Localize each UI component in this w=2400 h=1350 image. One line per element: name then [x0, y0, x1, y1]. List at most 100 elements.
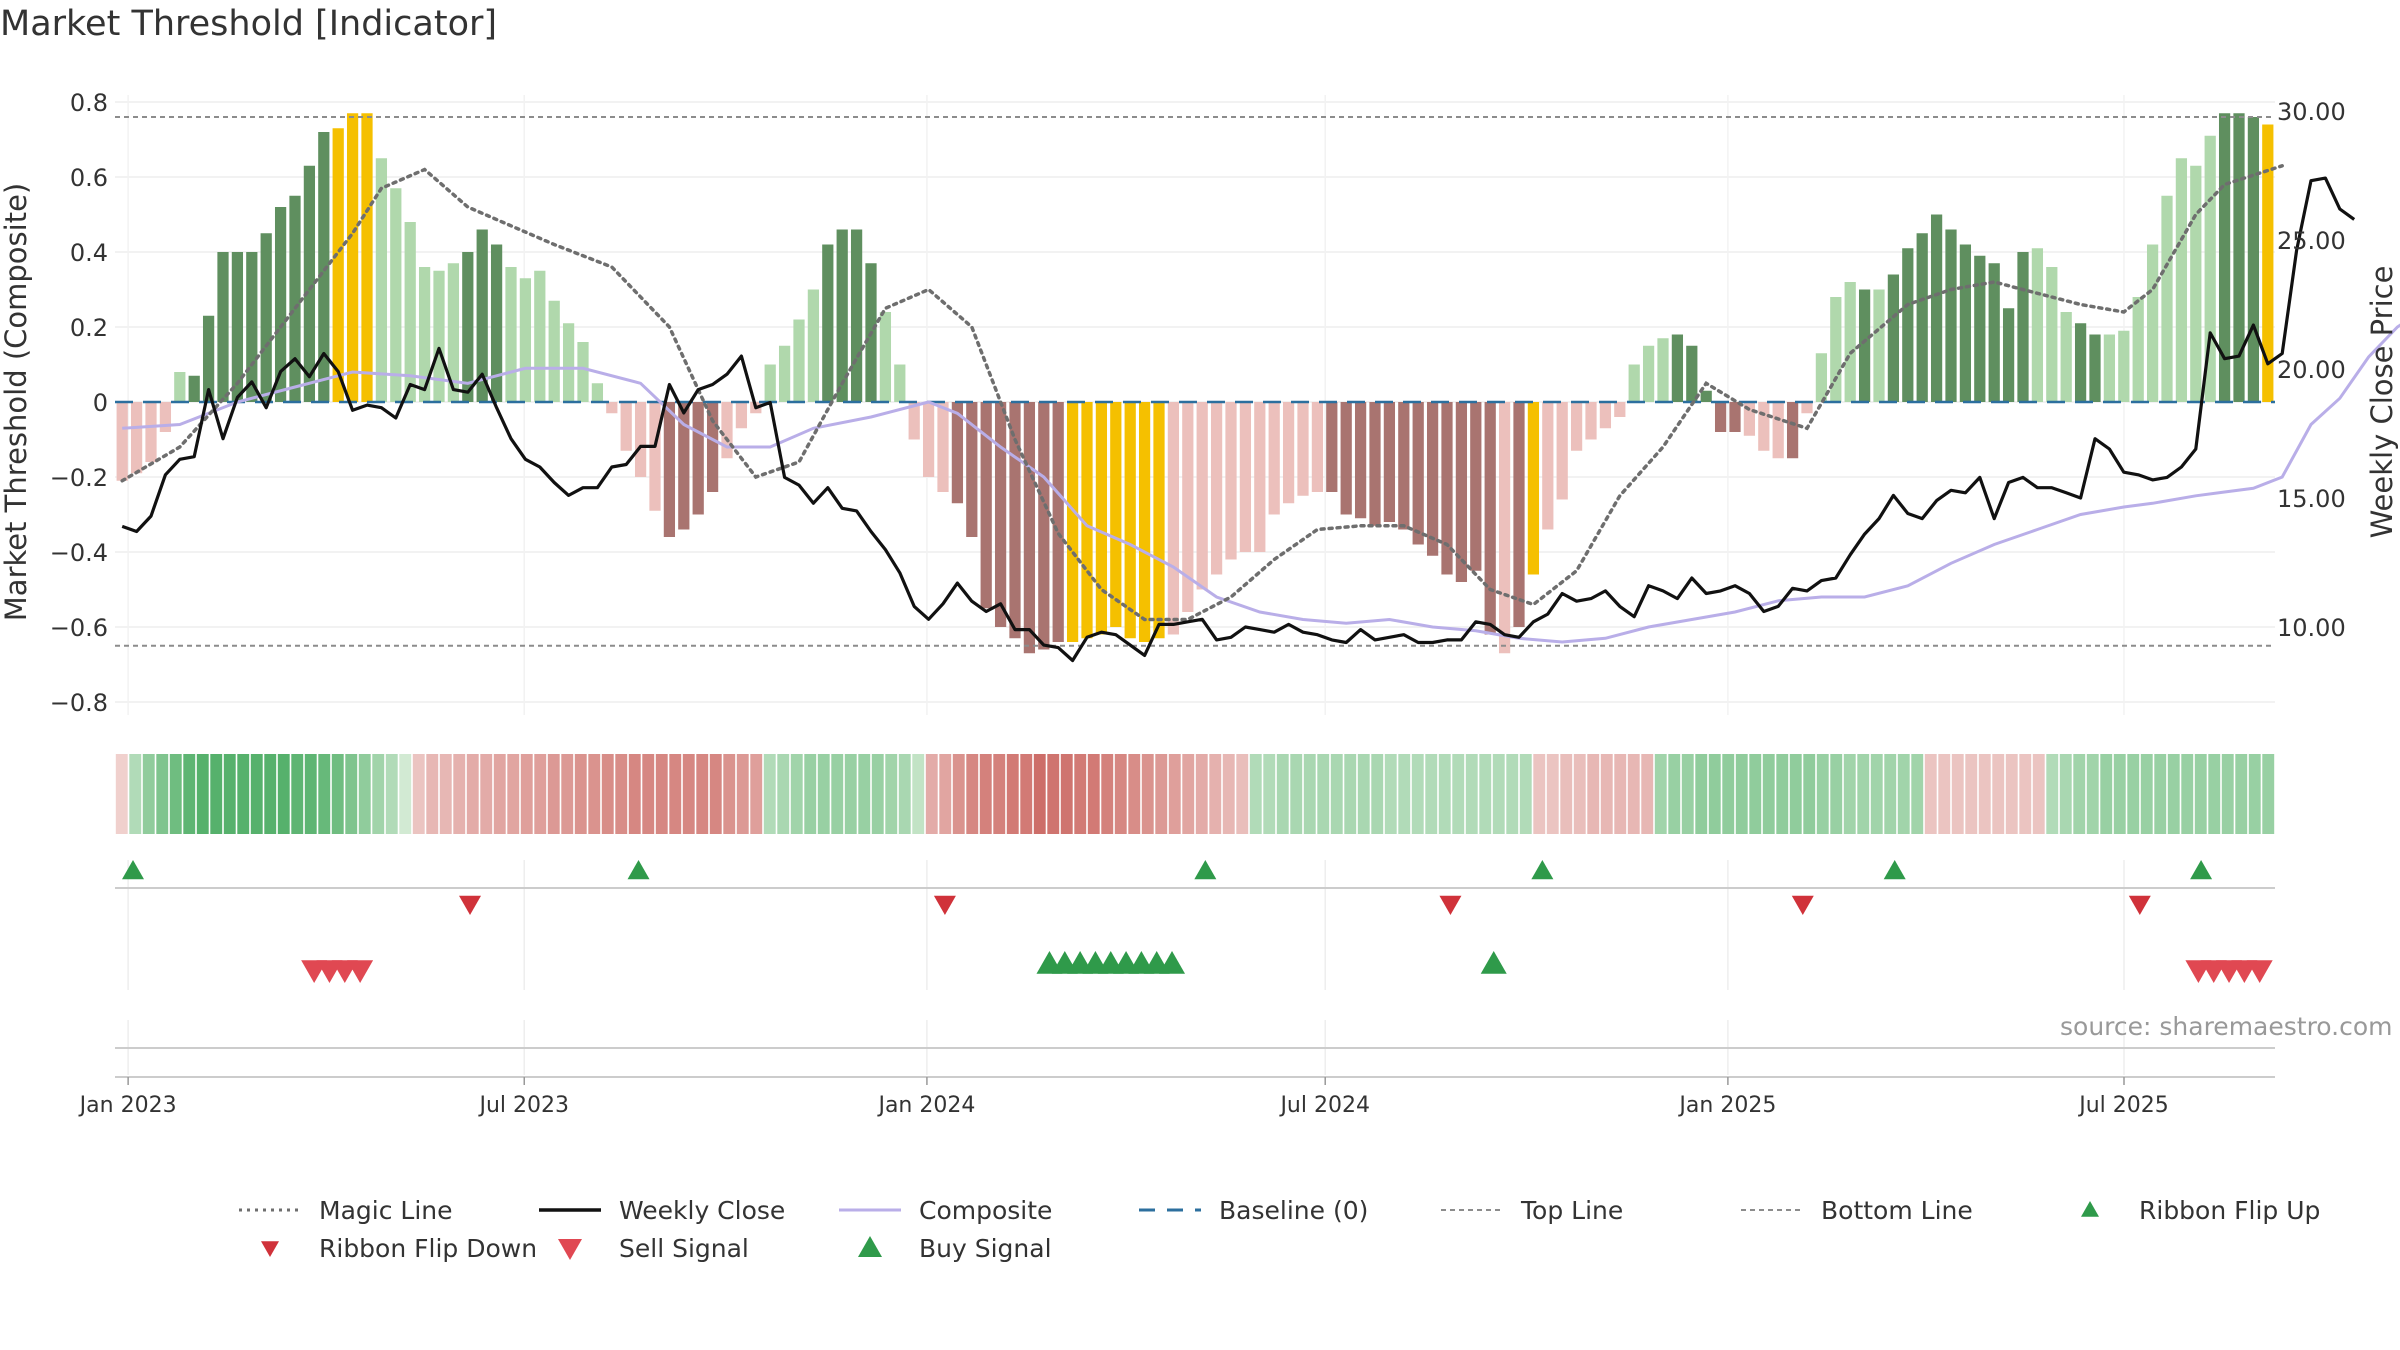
- ribbon-cell: [1870, 754, 1883, 834]
- ribbon-cell: [1843, 754, 1856, 834]
- legend-marker: [558, 1239, 582, 1260]
- ribbon-cell: [871, 754, 884, 834]
- ribbon-cell: [2073, 754, 2086, 834]
- ribbon-cell: [1290, 754, 1303, 834]
- ribbon-cell: [1789, 754, 1802, 834]
- composite-bar: [1239, 402, 1252, 552]
- y-tick-label-left: −0.4: [50, 539, 108, 567]
- legend: Magic Line Weekly Close Composite Baseline …: [0, 1190, 2400, 1300]
- legend-item[interactable]: Ribbon Flip Down: [235, 1228, 537, 1268]
- composite-bar: [1988, 263, 2000, 402]
- ribbon-cell: [345, 754, 358, 834]
- composite-bar: [260, 233, 272, 402]
- ribbon-cell: [426, 754, 439, 834]
- composite-bar: [836, 229, 848, 402]
- ribbon-cell: [129, 754, 142, 834]
- composite-bar: [1570, 402, 1583, 451]
- ribbon-cell: [1776, 754, 1789, 834]
- sell-signal-marker: [347, 960, 374, 983]
- ribbon-cell: [1236, 754, 1249, 834]
- ribbon-cell: [1695, 754, 1708, 834]
- ribbon-flip-down-marker: [2128, 895, 2151, 915]
- ribbon-cell: [952, 754, 965, 834]
- legend-item[interactable]: Baseline (0): [1135, 1190, 1368, 1230]
- composite-bar: [1095, 402, 1108, 635]
- ribbon-cell: [2235, 754, 2248, 834]
- ribbon-flip-up-marker: [1531, 860, 1554, 880]
- composite-bar: [1254, 402, 1266, 552]
- composite-bar: [174, 372, 186, 402]
- ribbon-cell: [1371, 754, 1384, 834]
- composite-bar: [159, 402, 172, 432]
- composite-bar: [1398, 402, 1410, 530]
- ribbon-cell: [210, 754, 223, 834]
- legend-item[interactable]: Buy Signal: [835, 1228, 1052, 1268]
- legend-symbol: [2081, 1201, 2099, 1217]
- ribbon-cell: [2208, 754, 2221, 834]
- composite-bar: [1628, 364, 1640, 402]
- composite-bar: [346, 113, 359, 402]
- legend-item[interactable]: Bottom Line: [1737, 1190, 1973, 1230]
- y-tick-label-left: 0.6: [70, 164, 108, 192]
- composite-bar: [879, 312, 892, 402]
- composite-bar: [1297, 402, 1309, 496]
- ribbon-cell: [1303, 754, 1316, 834]
- legend-marker: [2081, 1201, 2099, 1217]
- composite-bars: [116, 113, 2274, 654]
- legend-item[interactable]: Composite: [835, 1190, 1052, 1230]
- ribbon-cell: [1438, 754, 1451, 834]
- legend-item[interactable]: Sell Signal: [535, 1228, 749, 1268]
- ribbon-cell: [331, 754, 344, 834]
- composite-bar: [418, 267, 431, 402]
- composite-bar: [591, 383, 604, 402]
- composite-bar: [1513, 402, 1525, 627]
- composite-bar: [318, 132, 330, 402]
- composite-bar: [1124, 402, 1136, 639]
- legend-item[interactable]: Magic Line: [235, 1190, 453, 1230]
- composite-bar: [1772, 402, 1784, 459]
- legend-item[interactable]: Ribbon Flip Up: [2055, 1190, 2320, 1230]
- composite-bar: [678, 402, 690, 530]
- ribbon-cell: [1222, 754, 1235, 834]
- ribbon-cell: [1533, 754, 1546, 834]
- composite-bar: [1830, 297, 1842, 402]
- ribbon-cell: [655, 754, 668, 834]
- legend-item[interactable]: Top Line: [1437, 1190, 1623, 1230]
- composite-bar: [1455, 402, 1468, 582]
- ribbon-cell: [1627, 754, 1640, 834]
- ribbon-cell: [1749, 754, 1762, 834]
- ribbon-cell: [1951, 754, 1964, 834]
- ribbon-cell: [1762, 754, 1775, 834]
- composite-bar: [1527, 402, 1540, 575]
- ribbon-cell: [682, 754, 695, 834]
- ribbon-cell: [1168, 754, 1181, 834]
- legend-symbol: [858, 1236, 882, 1257]
- ribbon-cell: [2005, 754, 2018, 834]
- composite-bar: [1743, 402, 1756, 436]
- composite-bar: [721, 402, 733, 459]
- composite-bar: [2089, 334, 2101, 402]
- ribbon-cell: [1600, 754, 1613, 834]
- x-tick-label: Jan 2023: [78, 1093, 177, 1118]
- composite-bar: [217, 252, 229, 402]
- composite-bar: [606, 402, 618, 414]
- ribbon-flip-down-marker: [933, 895, 956, 915]
- weekly-close-line: [121, 176, 2356, 663]
- composite-bar: [1470, 402, 1482, 571]
- legend-symbol: [1139, 1208, 1201, 1212]
- ribbon-cell: [561, 754, 574, 834]
- composite-bar: [2017, 252, 2029, 402]
- ribbon-cell: [912, 754, 925, 834]
- composite-bar: [951, 402, 964, 504]
- axes-layer: 0.8 0.6 0.4 0.2 0 −0.2 −0.4 −0.6 −0.8 30.00 25.00 2…: [0, 89, 2399, 717]
- ribbon-cell: [1344, 754, 1357, 834]
- y-tick-label-right: 25.00: [2277, 227, 2346, 255]
- magic-line: [120, 164, 2284, 622]
- ribbon-cell: [1479, 754, 1492, 834]
- composite-bar: [2175, 158, 2188, 402]
- legend-item[interactable]: Weekly Close: [535, 1190, 785, 1230]
- ribbon-cell: [574, 754, 587, 834]
- composite-bar: [2031, 248, 2044, 402]
- composite-bar: [534, 270, 546, 402]
- ribbon-cell: [2127, 754, 2140, 834]
